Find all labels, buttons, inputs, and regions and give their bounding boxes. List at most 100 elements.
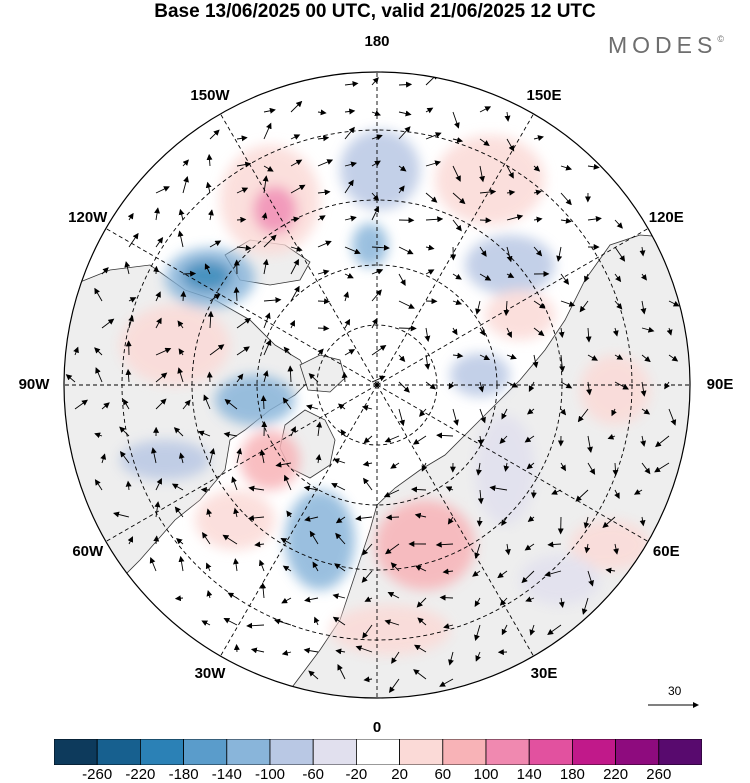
meridian-line — [376, 384, 649, 542]
wind-vector — [361, 543, 373, 556]
wind-vector — [526, 462, 535, 470]
wind-vector — [259, 449, 266, 464]
longitude-label: 30E — [530, 665, 558, 683]
wind-vector — [290, 184, 306, 194]
wind-vector — [560, 462, 566, 472]
wind-vector — [280, 537, 292, 545]
wind-vector — [612, 462, 619, 477]
wind-vector — [499, 597, 508, 606]
wind-vector — [312, 561, 319, 572]
wind-vector — [474, 624, 481, 642]
wind-vector — [262, 258, 269, 275]
wind-vector — [398, 246, 414, 255]
wind-vector — [290, 245, 303, 252]
wind-vector — [586, 381, 593, 396]
wind-vector — [361, 405, 373, 411]
wind-vector — [477, 435, 484, 446]
wind-vector — [506, 327, 512, 338]
wind-vector — [581, 597, 589, 615]
wind-vector — [398, 126, 411, 140]
graticule — [64, 72, 690, 698]
wind-vector — [124, 261, 131, 275]
anomaly-blob — [215, 375, 295, 425]
wind-vector — [236, 187, 249, 194]
colorbar-tick-label: 140 — [516, 766, 542, 783]
meridian-line — [376, 113, 534, 386]
wind-vector — [178, 348, 185, 356]
wind-vector — [479, 217, 492, 224]
wind-vector — [587, 354, 598, 361]
wind-vector — [119, 450, 130, 464]
wind-vector — [371, 110, 381, 117]
longitude-label: 0 — [372, 719, 382, 736]
wind-vector — [412, 435, 427, 445]
wind-vector — [526, 408, 535, 415]
wind-vector — [308, 670, 319, 680]
wind-vector — [236, 317, 251, 329]
vector-reference-value: 30 — [668, 684, 682, 698]
wind-vector — [640, 435, 647, 447]
wind-vector — [174, 595, 184, 602]
wind-vector — [385, 514, 400, 521]
colorbar-swatch — [485, 739, 530, 765]
wind-vector — [383, 489, 400, 498]
wind-vector — [344, 246, 361, 255]
wind-vector — [605, 567, 616, 574]
wind-vector — [666, 327, 673, 336]
colorbar-tick-label: -220 — [125, 766, 156, 783]
wind-vector — [286, 510, 293, 518]
wind-vector — [425, 192, 438, 203]
wind-vector — [560, 300, 576, 307]
wind-vector — [263, 122, 272, 140]
wind-vector — [209, 293, 221, 302]
wind-vector — [205, 181, 212, 194]
wind-vector — [125, 480, 132, 491]
anomaly-blob — [330, 605, 450, 655]
wind-vector — [344, 318, 351, 329]
wind-vector — [155, 398, 167, 410]
wind-vector — [613, 543, 619, 555]
wind-vector — [153, 535, 160, 545]
wind-vector — [391, 651, 400, 664]
wind-vector — [344, 349, 356, 356]
wind-vector — [94, 479, 103, 491]
wind-vector — [236, 447, 243, 464]
wind-vector — [584, 273, 590, 283]
wind-vector — [425, 381, 437, 390]
wind-vector — [414, 644, 427, 653]
wind-vector — [384, 435, 400, 443]
wind-vector — [260, 395, 267, 410]
wind-vector — [639, 516, 646, 527]
wind-vector — [614, 219, 623, 229]
wind-vector — [424, 354, 431, 370]
wind-vector — [639, 246, 646, 257]
wind-vector — [390, 462, 400, 469]
meridian-line — [220, 113, 378, 386]
anomaly-blob — [120, 305, 230, 385]
wind-vector — [306, 404, 319, 411]
wind-vector — [335, 516, 346, 524]
wind-vector — [479, 138, 490, 147]
wind-vector — [128, 315, 134, 329]
wind-vector — [655, 435, 670, 448]
wind-vector — [533, 246, 543, 257]
wind-vector — [290, 134, 301, 140]
longitude-label: 150E — [526, 86, 562, 104]
wind-vector — [290, 258, 299, 275]
wind-vector — [479, 354, 491, 361]
wind-vector — [73, 346, 79, 356]
wind-vector — [398, 273, 406, 286]
wind-vector — [155, 291, 161, 302]
colorbar-tick-label: 100 — [473, 766, 499, 783]
colorbar-swatch — [54, 739, 98, 765]
wind-vector — [448, 381, 455, 390]
wind-vector — [334, 563, 346, 572]
meridian-line — [105, 384, 378, 542]
wind-vector — [560, 164, 573, 171]
wind-vector — [247, 515, 265, 521]
wind-vector — [176, 538, 184, 545]
wind-vector — [248, 485, 265, 492]
wind-vector — [587, 570, 594, 587]
wind-vector — [337, 663, 346, 680]
wind-vector — [94, 287, 103, 302]
